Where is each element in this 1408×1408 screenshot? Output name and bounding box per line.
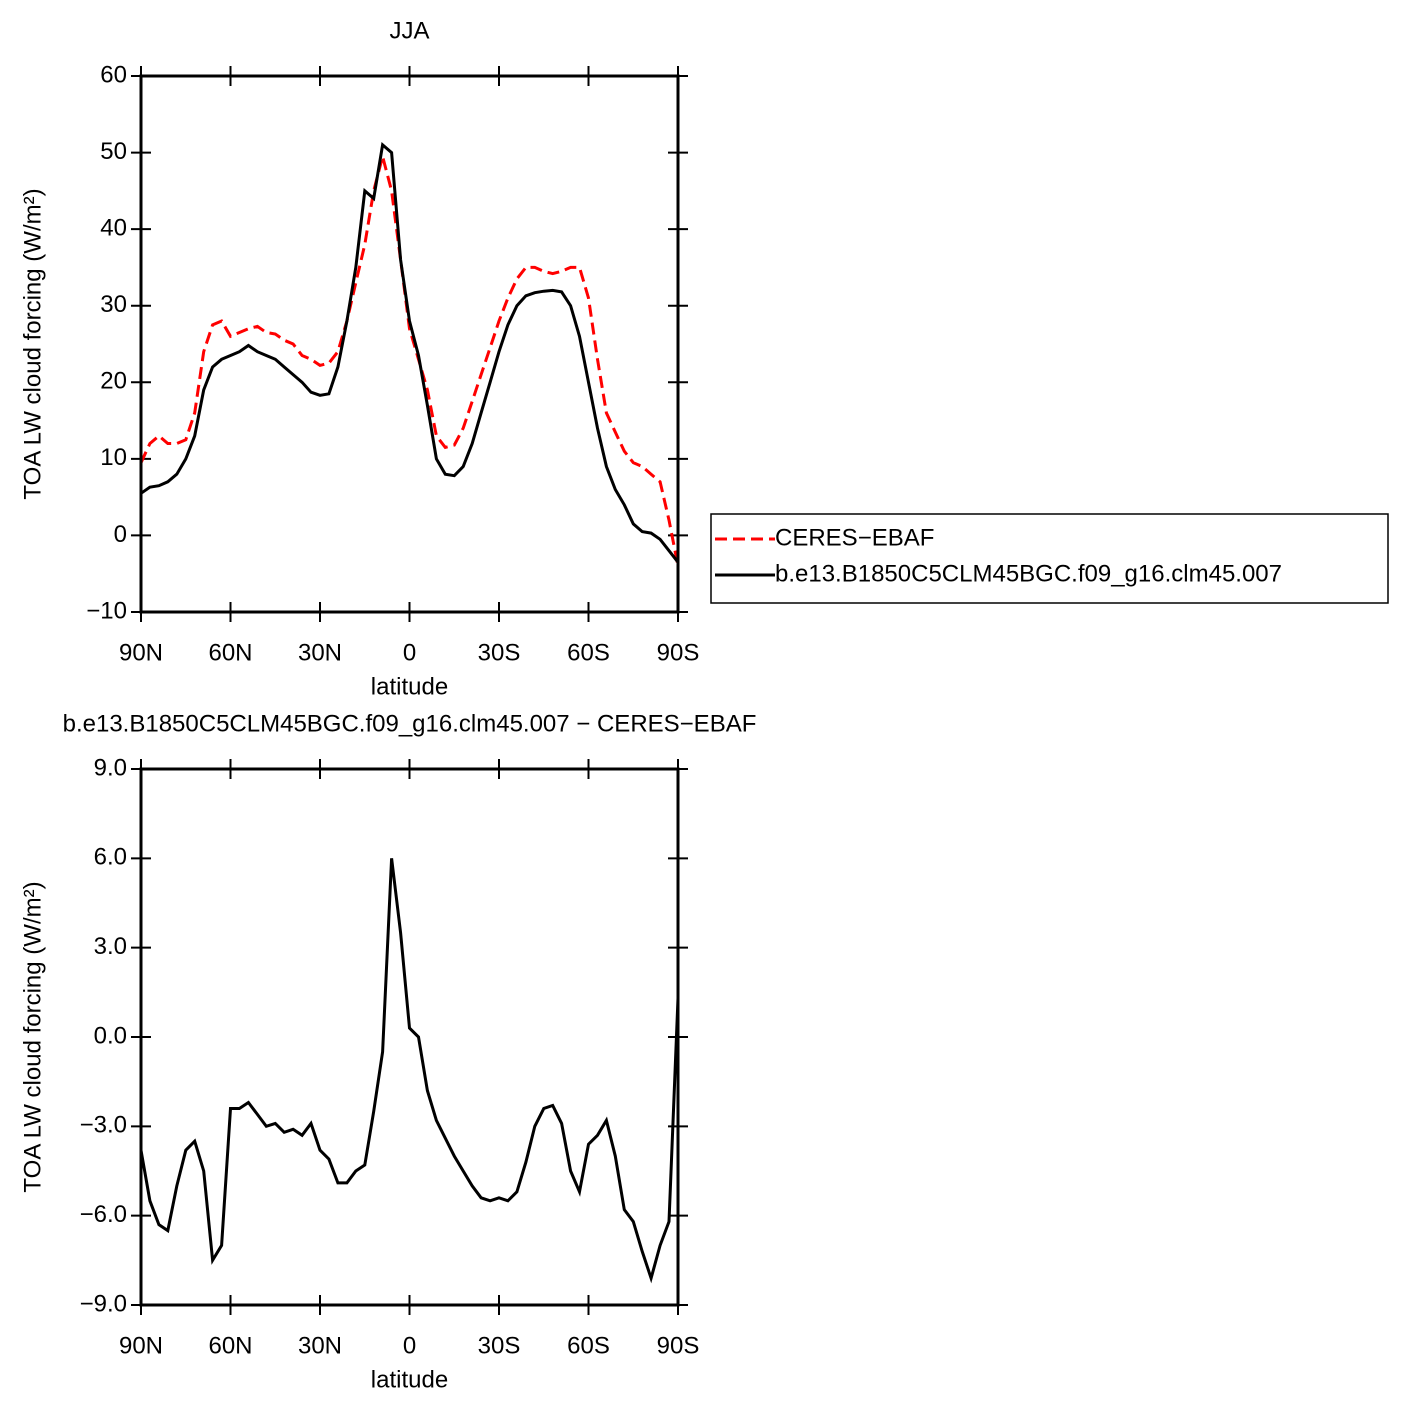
y-tick-label: −6.0 bbox=[80, 1201, 127, 1228]
x-axis-label: latitude bbox=[371, 1366, 448, 1393]
x-tick-label: 0 bbox=[403, 1332, 416, 1359]
data-line bbox=[139, 858, 680, 1284]
legend-box bbox=[710, 513, 1389, 604]
y-tick-label: 6.0 bbox=[94, 844, 127, 871]
x-tick-label: 60S bbox=[567, 1332, 610, 1359]
x-tick-label: 90N bbox=[119, 1332, 163, 1359]
x-axis-label: latitude bbox=[371, 673, 448, 700]
x-tick-label: 30N bbox=[298, 639, 342, 666]
chart-title: b.e13.B1850C5CLM45BGC.f09_g16.clm45.007 … bbox=[63, 710, 757, 737]
y-tick-label: 40 bbox=[100, 214, 127, 241]
y-tick-label: 0.0 bbox=[94, 1022, 127, 1049]
x-tick-label: 90S bbox=[657, 639, 700, 666]
y-tick-label: −10 bbox=[86, 597, 127, 624]
data-line bbox=[140, 142, 680, 564]
y-tick-label: 50 bbox=[100, 138, 127, 165]
y-tick-label: −9.0 bbox=[80, 1290, 127, 1317]
x-tick-label: 60S bbox=[567, 639, 610, 666]
y-tick-label: 3.0 bbox=[94, 933, 127, 960]
x-tick-label: 90N bbox=[119, 639, 163, 666]
plot-frame bbox=[139, 74, 680, 614]
x-tick-label: 30S bbox=[478, 639, 521, 666]
x-tick-label: 30N bbox=[298, 1332, 342, 1359]
data-line bbox=[139, 150, 680, 567]
y-axis-label: TOA LW cloud forcing (W/m²) bbox=[19, 188, 46, 499]
y-tick-label: 0 bbox=[114, 521, 127, 548]
x-tick-label: 60N bbox=[208, 1332, 252, 1359]
y-tick-label: 30 bbox=[100, 291, 127, 318]
legend-label: b.e13.B1850C5CLM45BGC.f09_g16.clm45.007 bbox=[775, 560, 1282, 587]
x-tick-label: 30S bbox=[478, 1332, 521, 1359]
legend-label: CERES−EBAF bbox=[775, 524, 934, 551]
y-tick-label: −3.0 bbox=[80, 1112, 127, 1139]
y-tick-label: 60 bbox=[100, 61, 127, 88]
x-tick-label: 60N bbox=[208, 639, 252, 666]
y-tick-label: 9.0 bbox=[94, 754, 127, 781]
plot-frame bbox=[139, 767, 680, 1307]
chart-title: JJA bbox=[389, 17, 429, 44]
y-tick-label: 10 bbox=[100, 444, 127, 471]
y-tick-label: 20 bbox=[100, 368, 127, 395]
y-axis-label: TOA LW cloud forcing (W/m²) bbox=[19, 881, 46, 1192]
x-tick-label: 90S bbox=[657, 1332, 700, 1359]
x-tick-label: 0 bbox=[403, 639, 416, 666]
